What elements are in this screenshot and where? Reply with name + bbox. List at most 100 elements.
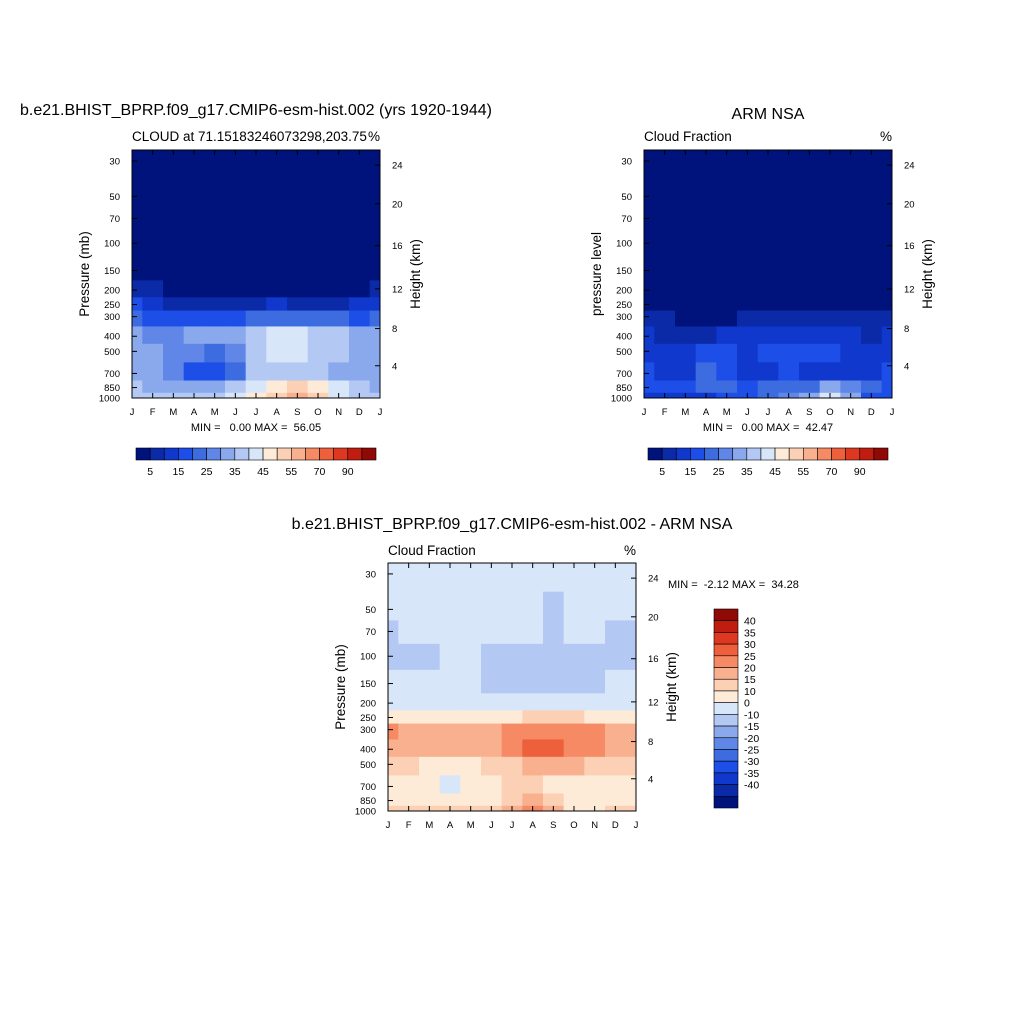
colorbar-box [290,447,306,461]
heatmap-cell [225,362,247,381]
heatmap-cell [716,343,738,363]
heatmap-cell [328,207,350,232]
heatmap-cell [204,310,226,327]
heatmap-cell [563,723,585,740]
colorbar-box [713,620,739,633]
heatmap-cell [481,710,503,724]
colorbar-box [192,447,207,461]
heatmap-cell [625,669,637,694]
colorbar-box [713,784,739,797]
heatmap-cell [369,380,381,394]
y-tick-label: 850 [616,383,632,394]
heatmap-cell [778,343,800,363]
panel-obs-ylabel-right: Height (km) [920,239,935,309]
colorbar-box [713,737,739,750]
heatmap-cell [349,310,371,327]
heatmap-cell [204,150,226,180]
heatmap-cell [398,669,420,694]
y-right-tick-label: 4 [648,774,653,785]
heatmap-cell [757,207,779,232]
heatmap-cell [605,693,627,711]
heatmap-cell [654,256,676,281]
heatmap-cell [522,710,544,724]
heatmap-cell [328,310,350,327]
colorbar-label: 20 [744,663,756,675]
heatmap-cell [501,620,523,645]
heatmap-cell [522,620,544,645]
heatmap-cell [307,256,329,281]
y-tick-label: 300 [104,312,120,323]
heatmap-cell [605,739,627,758]
colorbar-box [713,632,739,645]
x-tick-label: J [642,407,647,418]
heatmap-cell [716,297,738,311]
heatmap-cell [543,669,565,694]
heatmap-cell [543,591,565,621]
heatmap-cell [654,343,676,363]
heatmap-cell [605,723,627,740]
colorbar-box [831,447,846,461]
heatmap-cell [840,256,862,281]
x-tick-label: J [489,820,494,831]
heatmap-cell [861,256,883,281]
y-tick-label: 300 [360,725,376,736]
heatmap-cell [369,343,381,363]
heatmap-cell [388,693,399,711]
heatmap-cell [861,178,883,208]
panel-diff-ylabel: Pressure (mb) [333,644,348,730]
panel-diff-stats: MIN = -2.12 MAX = 34.28 [668,579,799,591]
heatmap-cell [584,693,606,711]
heatmap-cell [419,756,441,776]
heatmap-cell [522,693,544,711]
heatmap-cell [132,343,143,363]
heatmap-cell [625,739,637,758]
heatmap-cell [349,280,371,298]
x-tick-label: J [130,407,135,418]
heatmap-cell [460,710,482,724]
heatmap-cell [481,591,503,621]
y-tick-label: 150 [360,679,376,690]
y-right-tick-label: 4 [392,361,397,372]
heatmap-cell [757,310,779,327]
heatmap-cell [654,380,676,394]
panel-diff-subtitle-right: % [624,543,636,558]
x-tick-label: M [211,407,219,418]
x-tick-label: D [612,820,619,831]
colorbar-label: 10 [744,686,756,698]
heatmap-cell [225,230,247,258]
heatmap-cell [757,230,779,258]
colorbar-label: 25 [744,651,756,663]
heatmap-cell [737,150,759,180]
heatmap-cell [142,380,164,394]
x-tick-label: M [425,820,433,831]
heatmap-cell [799,326,821,345]
heatmap-cell [654,280,676,298]
heatmap-cell [716,207,738,232]
y-right-tick-label: 16 [648,654,659,665]
colorbar-label: -10 [744,709,759,721]
x-tick-label: J [510,820,515,831]
heatmap-cell [245,326,267,345]
heatmap-cell [142,256,164,281]
heatmap-cell [501,591,523,621]
heatmap-cell [163,280,185,298]
heatmap-cell [398,739,420,758]
colorbar-box [220,447,236,461]
colorbar-label: 70 [826,466,838,478]
y-tick-label: 400 [104,332,120,343]
x-tick-label: A [191,407,198,418]
colorbar-label: 35 [229,466,241,478]
heatmap-cell [757,362,779,381]
heatmap-cell [307,297,329,311]
heatmap-cell [388,805,399,812]
y-tick-label: 30 [109,156,120,167]
heatmap-cell [695,380,717,394]
x-tick-label: A [529,820,536,831]
colorbar-box [774,447,790,461]
heatmap-cell [543,620,565,645]
heatmap-cell [675,362,697,381]
heatmap-cell [245,380,267,394]
heatmap-cell [563,739,585,758]
heatmap-cell [716,310,738,327]
y-tick-label: 250 [360,713,376,724]
